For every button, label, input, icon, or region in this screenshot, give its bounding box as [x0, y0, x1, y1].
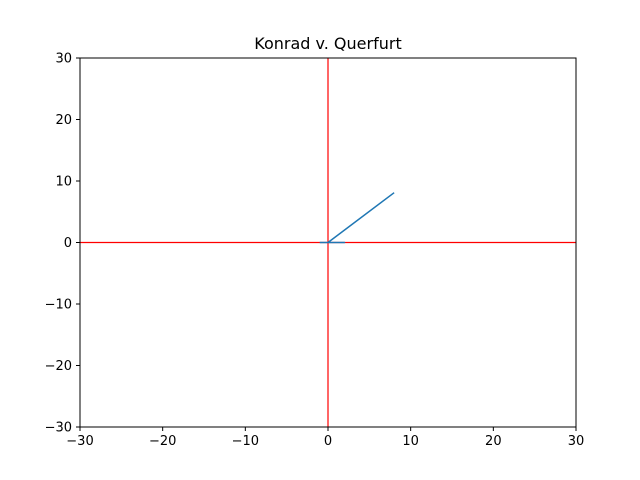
- y-tick-label: 20: [55, 113, 72, 128]
- y-tick-label: −30: [45, 421, 72, 436]
- x-tick-label: −30: [66, 434, 93, 449]
- y-tick-label: −10: [45, 298, 72, 313]
- y-tick-label: 10: [55, 175, 72, 190]
- chart-title: Konrad v. Querfurt: [254, 34, 401, 53]
- y-tick-label: 0: [64, 236, 72, 251]
- x-tick-label: 30: [568, 434, 585, 449]
- series-layer: [319, 192, 395, 244]
- x-tick-label: 20: [485, 434, 502, 449]
- y-tick-label: 30: [55, 52, 72, 67]
- x-tick-label: 10: [402, 434, 419, 449]
- x-tick-label: −20: [149, 434, 176, 449]
- x-tick-label: −10: [232, 434, 259, 449]
- y-axis: −30 −20 −10 0 10 20 30: [45, 52, 80, 436]
- x-tick-label: 0: [324, 434, 332, 449]
- x-axis: −30 −20 −10 0 10 20 30: [66, 427, 584, 449]
- y-tick-label: −20: [45, 359, 72, 374]
- series-line-0: [319, 192, 395, 244]
